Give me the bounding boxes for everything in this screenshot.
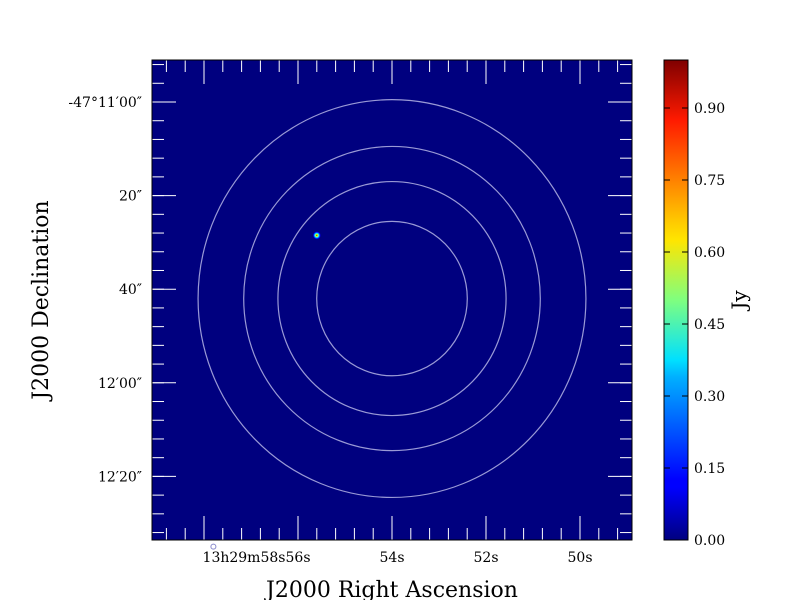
y-axis-title: J2000 Declination — [29, 200, 54, 401]
colorbar — [663, 59, 689, 541]
colorbar-tick-label: 0.15 — [694, 461, 725, 477]
dec-tick-label: 40″ — [119, 282, 142, 298]
colorbar-tick-label: 0.60 — [694, 245, 725, 261]
colorbar-tick-label: 0.30 — [694, 389, 725, 405]
dec-tick-labels: -47°11′00″ 20″ 40″ 12′00″ 12′20″ — [68, 95, 142, 485]
plot-frame — [151, 59, 633, 541]
dec-tick-label: 12′20″ — [98, 469, 142, 485]
ra-tick-label: 13h29m58s — [203, 550, 286, 566]
ra-tick-labels: 13h29m58s 56s 54s 52s 50s — [203, 550, 593, 566]
colorbar-tick-label: 0.45 — [694, 317, 725, 333]
x-axis-title: J2000 Right Ascension — [264, 578, 518, 600]
colorbar-label: Jy — [727, 290, 751, 312]
colorbar-tick-label: 0.90 — [694, 101, 725, 117]
contour-ring-1 — [316, 220, 468, 377]
dec-tick-label: 12′00″ — [98, 376, 142, 392]
ra-tick-label: 56s — [286, 550, 311, 566]
contour-ring-2 — [277, 180, 507, 417]
colorbar-tick-label: 0.00 — [694, 533, 725, 549]
ra-tick-label: 52s — [474, 550, 499, 566]
colorbar-tick-label: 0.75 — [694, 173, 725, 189]
point-source — [312, 231, 321, 240]
beam-marker — [210, 543, 217, 550]
contour-ring-4 — [197, 99, 587, 499]
contour-ring-3 — [243, 145, 541, 452]
ra-tick-label: 54s — [380, 550, 405, 566]
contour-rings — [197, 99, 587, 499]
tick-marks — [152, 60, 632, 540]
dec-tick-label: -47°11′00″ — [68, 95, 142, 111]
image-panel — [152, 60, 632, 540]
ra-tick-label: 50s — [568, 550, 593, 566]
dec-tick-label: 20″ — [119, 189, 142, 205]
colorbar-ticks: 0.00 0.15 0.30 0.45 0.60 0.75 0.90 — [664, 101, 725, 549]
